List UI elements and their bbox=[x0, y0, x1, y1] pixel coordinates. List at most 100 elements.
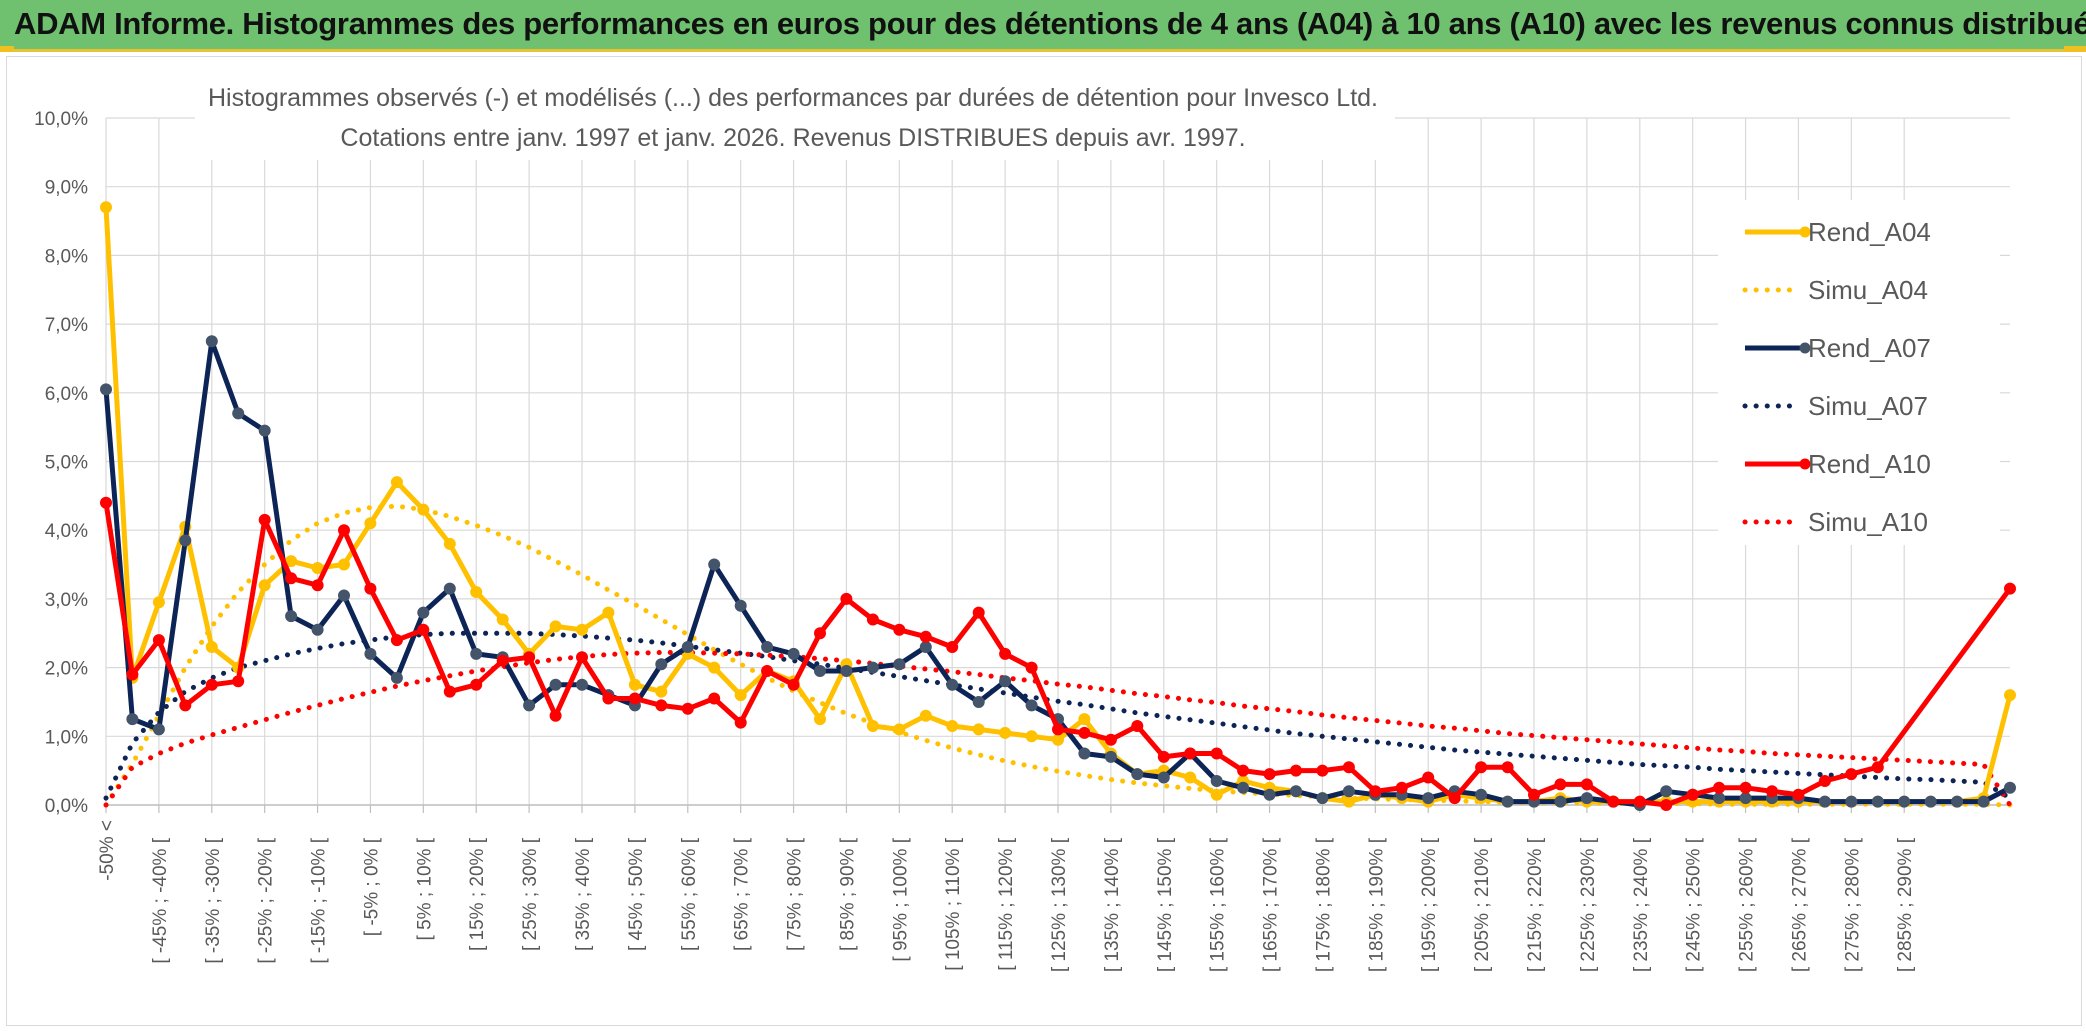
point-Rend_A07 bbox=[761, 641, 774, 653]
point-Rend_A10 bbox=[179, 699, 192, 712]
point-Rend_A10 bbox=[1448, 792, 1461, 805]
point-Rend_A04 bbox=[470, 586, 483, 598]
y-tick-label: 1,0% bbox=[45, 727, 88, 748]
point-Rend_A10 bbox=[602, 692, 615, 705]
x-tick-label: -50% < bbox=[97, 820, 118, 881]
point-Rend_A10 bbox=[999, 647, 1012, 660]
point-Rend_A10 bbox=[126, 668, 139, 681]
point-Rend_A07 bbox=[1924, 795, 1937, 808]
point-Rend_A07 bbox=[1660, 785, 1673, 798]
point-Rend_A04 bbox=[972, 723, 985, 736]
point-Rend_A10 bbox=[972, 606, 985, 619]
point-Rend_A10 bbox=[1766, 785, 1778, 798]
point-Rend_A07 bbox=[999, 675, 1012, 688]
point-Rend_A07 bbox=[1845, 795, 1858, 808]
point-Rend_A10 bbox=[787, 678, 800, 691]
series-line-Simu_A10 bbox=[103, 650, 2013, 808]
point-Rend_A10 bbox=[1395, 781, 1408, 794]
x-tick-label: [ -5% ; 0% [ bbox=[361, 837, 382, 936]
point-Rend_A10 bbox=[1342, 761, 1355, 774]
y-tick-label: 4,0% bbox=[45, 521, 88, 542]
point-Rend_A07 bbox=[1554, 795, 1567, 808]
chart-subtitle: Cotations entre janv. 1997 et janv. 2026… bbox=[340, 124, 1245, 152]
point-Rend_A10 bbox=[1184, 747, 1197, 760]
x-tick-label: [ 275% ; 280% [ bbox=[1842, 837, 1863, 972]
x-tick-label: [ 115% ; 120% [ bbox=[996, 837, 1017, 970]
point-Rend_A07 bbox=[866, 661, 879, 674]
point-Rend_A04 bbox=[919, 709, 932, 722]
point-Rend_A07 bbox=[1078, 747, 1091, 760]
point-Rend_A10 bbox=[1475, 761, 1488, 774]
point-Rend_A04 bbox=[496, 613, 509, 626]
point-Rend_A10 bbox=[1052, 723, 1064, 736]
legend-label: Rend_A10 bbox=[1808, 449, 1931, 479]
point-Rend_A04 bbox=[734, 689, 747, 702]
legend-marker bbox=[1799, 342, 1811, 354]
point-Rend_A10 bbox=[232, 675, 245, 688]
point-Rend_A10 bbox=[576, 651, 588, 664]
point-Rend_A10 bbox=[814, 627, 826, 640]
point-Rend_A10 bbox=[681, 702, 694, 715]
point-Rend_A10 bbox=[523, 651, 536, 664]
point-Rend_A07 bbox=[708, 558, 721, 571]
x-tick-label: [ 75% ; 80% [ bbox=[785, 837, 806, 951]
point-Rend_A04 bbox=[364, 517, 377, 530]
point-Rend_A07 bbox=[1977, 795, 1990, 808]
point-Rend_A04 bbox=[390, 476, 403, 489]
point-Rend_A07 bbox=[893, 658, 906, 671]
point-Rend_A07 bbox=[549, 678, 562, 691]
point-Rend_A04 bbox=[1184, 771, 1197, 784]
point-Rend_A04 bbox=[576, 623, 588, 636]
point-Rend_A07 bbox=[1475, 788, 1488, 801]
point-Rend_A10 bbox=[655, 699, 668, 712]
point-Rend_A10 bbox=[1686, 788, 1699, 801]
point-Rend_A10 bbox=[866, 613, 879, 626]
x-tick-label: [ 25% ; 30% [ bbox=[520, 837, 541, 951]
x-tick-label: [ 5% ; 10% [ bbox=[414, 837, 435, 940]
point-Rend_A10 bbox=[100, 496, 112, 509]
point-Rend_A10 bbox=[1554, 778, 1567, 791]
point-Rend_A10 bbox=[1739, 781, 1752, 794]
point-Rend_A07 bbox=[1025, 699, 1038, 712]
legend-marker bbox=[1799, 458, 1811, 470]
point-Rend_A10 bbox=[258, 513, 271, 526]
point-Rend_A07 bbox=[1713, 792, 1726, 805]
point-Rend_A07 bbox=[787, 647, 800, 660]
chart-frame bbox=[6, 56, 2082, 1026]
x-tick-label: [ 45% ; 50% [ bbox=[626, 837, 647, 951]
point-Rend_A07 bbox=[1157, 771, 1170, 784]
point-Rend_A07 bbox=[443, 582, 456, 595]
x-tick-label: [ 205% ; 210% [ bbox=[1472, 837, 1493, 972]
banner-accent-right bbox=[2064, 46, 2086, 52]
point-Rend_A07 bbox=[1316, 792, 1329, 805]
point-Rend_A10 bbox=[1580, 778, 1593, 791]
point-Rend_A07 bbox=[338, 589, 350, 602]
point-Rend_A07 bbox=[100, 383, 112, 396]
point-Rend_A07 bbox=[840, 665, 853, 677]
point-Rend_A04 bbox=[1025, 730, 1038, 743]
point-Rend_A10 bbox=[2004, 582, 2016, 595]
point-Rend_A10 bbox=[417, 623, 430, 636]
x-tick-label: [ -25% ; -20% [ bbox=[256, 837, 277, 963]
point-Rend_A10 bbox=[1633, 795, 1646, 808]
x-tick-label: [ 225% ; 230% [ bbox=[1578, 837, 1599, 972]
point-Rend_A07 bbox=[972, 696, 985, 708]
point-Rend_A07 bbox=[1342, 785, 1355, 798]
y-tick-label: 10,0% bbox=[34, 109, 88, 130]
point-Rend_A04 bbox=[628, 678, 641, 691]
x-axis-ticks: -50% < [ -45% ; -40% [[ -35% ; -30% [[ -2… bbox=[97, 820, 1916, 972]
point-Rend_A07 bbox=[2004, 781, 2016, 794]
x-tick-label: [ -15% ; -10% [ bbox=[309, 837, 330, 963]
x-tick-label: [ -45% ; -40% [ bbox=[150, 837, 171, 963]
point-Rend_A04 bbox=[1210, 788, 1223, 801]
point-Rend_A07 bbox=[576, 678, 588, 691]
point-Rend_A07 bbox=[258, 424, 271, 437]
point-Rend_A04 bbox=[443, 537, 456, 550]
point-Rend_A10 bbox=[1607, 795, 1620, 808]
point-Rend_A10 bbox=[946, 641, 959, 653]
point-Rend_A04 bbox=[893, 723, 906, 736]
point-Rend_A10 bbox=[1422, 771, 1435, 784]
point-Rend_A07 bbox=[946, 678, 959, 691]
x-tick-label: [ 175% ; 180% [ bbox=[1313, 837, 1334, 972]
point-Rend_A10 bbox=[761, 665, 774, 677]
